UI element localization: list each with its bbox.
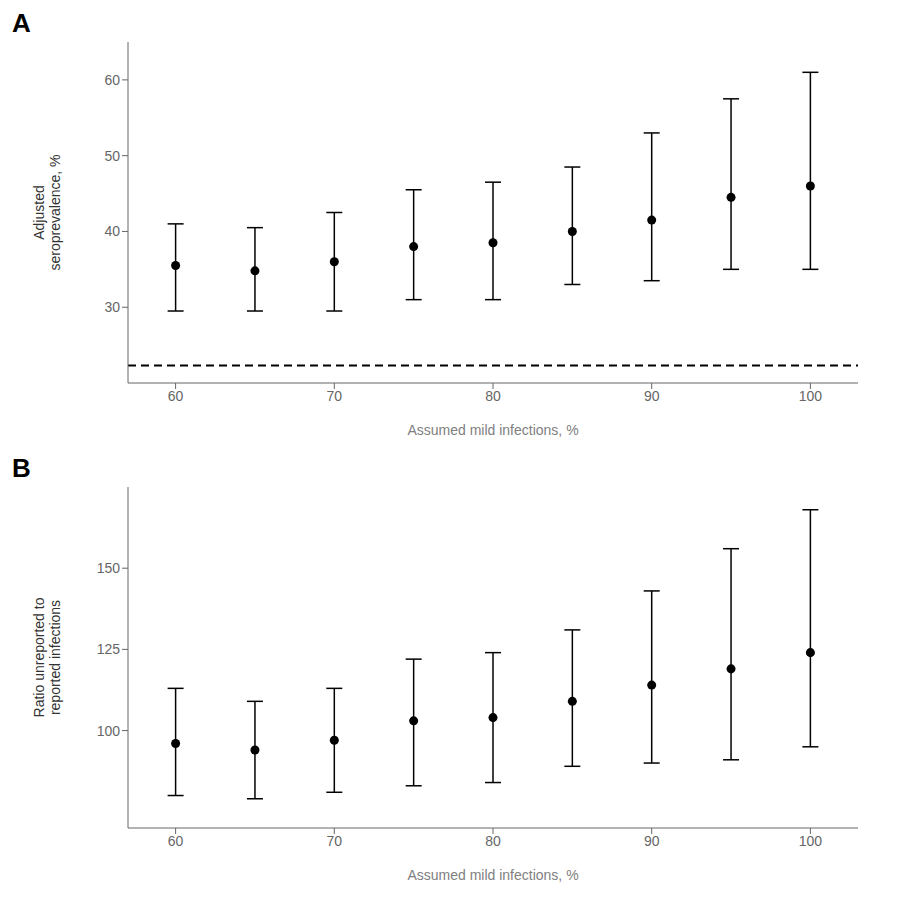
svg-text:60: 60 [104, 72, 120, 88]
svg-text:60: 60 [168, 833, 184, 849]
svg-text:60: 60 [168, 388, 184, 404]
svg-text:70: 70 [327, 388, 343, 404]
svg-text:40: 40 [104, 223, 120, 239]
svg-text:Assumed mild infections, %: Assumed mild infections, % [407, 867, 578, 883]
svg-text:Ratio unreported toreported in: Ratio unreported toreported infections [31, 597, 64, 717]
svg-text:80: 80 [485, 833, 501, 849]
svg-text:Adjustedseroprevalence, %: Adjustedseroprevalence, % [31, 155, 64, 271]
svg-text:30: 30 [104, 299, 120, 315]
svg-text:100: 100 [799, 388, 823, 404]
svg-text:90: 90 [644, 833, 660, 849]
svg-text:Assumed mild infections, %: Assumed mild infections, % [407, 422, 578, 438]
svg-text:100: 100 [97, 723, 121, 739]
svg-text:150: 150 [97, 560, 121, 576]
html-text:A: A [12, 8, 31, 38]
svg-text:90: 90 [644, 388, 660, 404]
svg-text:50: 50 [104, 148, 120, 164]
svg-text:100: 100 [799, 833, 823, 849]
svg-text:80: 80 [485, 388, 501, 404]
html-text:B: B [12, 453, 31, 483]
svg-text:125: 125 [97, 641, 121, 657]
svg-text:70: 70 [327, 833, 343, 849]
